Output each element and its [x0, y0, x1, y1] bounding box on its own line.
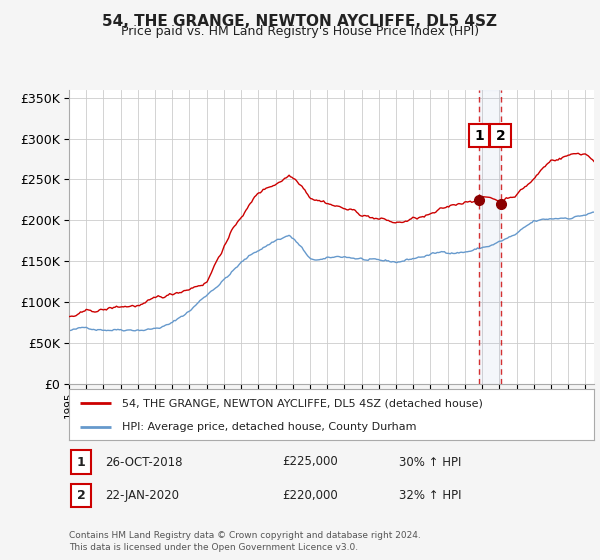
Text: 54, THE GRANGE, NEWTON AYCLIFFE, DL5 4SZ (detached house): 54, THE GRANGE, NEWTON AYCLIFFE, DL5 4SZ…: [121, 398, 482, 408]
Text: Contains HM Land Registry data © Crown copyright and database right 2024.
This d: Contains HM Land Registry data © Crown c…: [69, 531, 421, 552]
Text: 2: 2: [77, 489, 85, 502]
Bar: [479, 90, 500, 384]
Text: 32% ↑ HPI: 32% ↑ HPI: [399, 489, 461, 502]
Text: 30% ↑ HPI: 30% ↑ HPI: [399, 455, 461, 469]
Text: £225,000: £225,000: [282, 455, 338, 469]
Text: 2: 2: [496, 129, 505, 142]
Text: 1: 1: [475, 129, 484, 142]
Text: HPI: Average price, detached house, County Durham: HPI: Average price, detached house, Coun…: [121, 422, 416, 432]
Text: £220,000: £220,000: [282, 489, 338, 502]
Text: 22-JAN-2020: 22-JAN-2020: [105, 489, 179, 502]
Text: 1: 1: [77, 455, 85, 469]
Text: 54, THE GRANGE, NEWTON AYCLIFFE, DL5 4SZ: 54, THE GRANGE, NEWTON AYCLIFFE, DL5 4SZ: [103, 14, 497, 29]
Text: 26-OCT-2018: 26-OCT-2018: [105, 455, 182, 469]
Text: Price paid vs. HM Land Registry's House Price Index (HPI): Price paid vs. HM Land Registry's House …: [121, 25, 479, 38]
